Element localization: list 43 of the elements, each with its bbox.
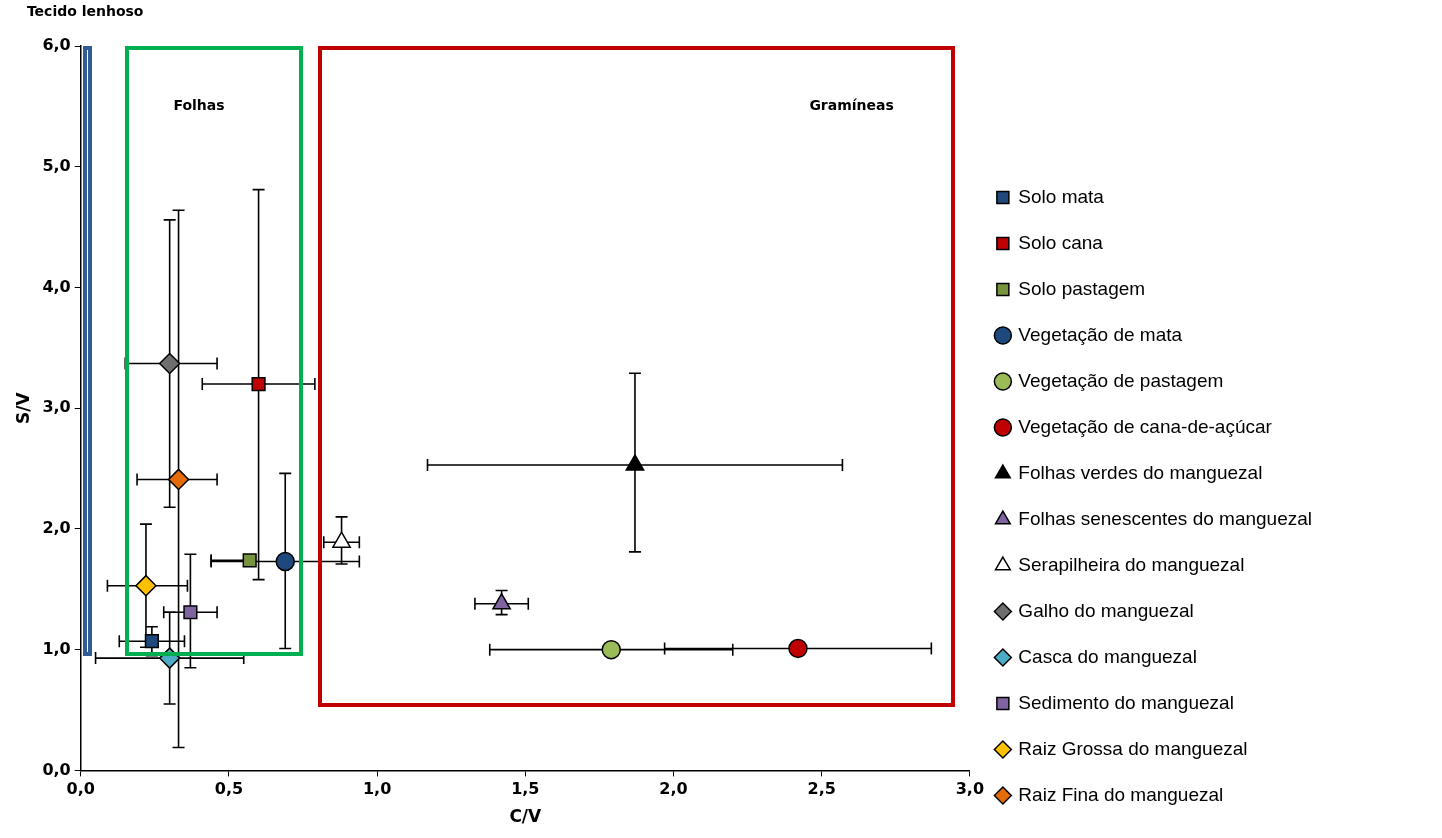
legend-label: Vegetação de pastagem: [1018, 369, 1224, 391]
legend-label: Solo cana: [1018, 231, 1104, 253]
y-tick-label: 4,0: [42, 276, 71, 296]
y-tick-label: 3,0: [42, 397, 71, 417]
x-tick-label: 2,0: [659, 779, 688, 799]
x-tick-label: 1,5: [511, 779, 540, 799]
y-axis-title: S/V: [12, 391, 33, 424]
y-tick-label: 5,0: [42, 155, 71, 175]
point: [275, 551, 295, 572]
legend-label: Folhas senescentes do manguezal: [1018, 507, 1313, 529]
point: [788, 638, 808, 659]
legend-label: Solo pastagem: [1018, 277, 1146, 299]
point: [144, 634, 159, 649]
x-tick-label: 2,5: [807, 779, 836, 799]
annotation: Folhas: [173, 96, 225, 113]
legend-label: Solo mata: [1018, 185, 1105, 207]
legend-label: Folhas verdes do manguezal: [1018, 461, 1263, 483]
x-tick-label: 0,0: [66, 779, 95, 799]
legend-label: Sedimento do manguezal: [1018, 691, 1234, 713]
legend-label: Raiz Fina do manguezal: [1018, 783, 1224, 805]
x-axis-title: C/V: [509, 806, 543, 827]
text: Tecido lenhoso: [26, 2, 144, 19]
point: [601, 639, 622, 660]
y-tick-label: 6,0: [42, 35, 71, 55]
point: [135, 574, 157, 597]
point: [167, 468, 190, 491]
annotation: Gramíneas: [809, 96, 894, 113]
y-tick-label: 1,0: [42, 638, 71, 658]
x-tick-label: 1,0: [362, 779, 392, 799]
legend-label: Vegetação de mata: [1018, 323, 1183, 345]
y-tick-label: 2,0: [42, 518, 71, 538]
legend-label: Serapilheira do manguezal: [1018, 553, 1245, 575]
legend-label: Vegetação de cana-de-açúcar: [1018, 415, 1273, 437]
legend-label: Casca do manguezal: [1018, 645, 1197, 667]
legend-label: Raiz Grossa do manguezal: [1018, 737, 1248, 759]
x-tick-label: 0,5: [214, 779, 244, 799]
point: [251, 376, 266, 392]
point: [242, 553, 257, 568]
point: [158, 352, 181, 375]
legend-label: Galho do manguezal: [1018, 599, 1194, 621]
point: [183, 605, 198, 620]
y-tick-label: 0,0: [42, 759, 71, 779]
x-tick-label: 3,0: [955, 779, 985, 799]
